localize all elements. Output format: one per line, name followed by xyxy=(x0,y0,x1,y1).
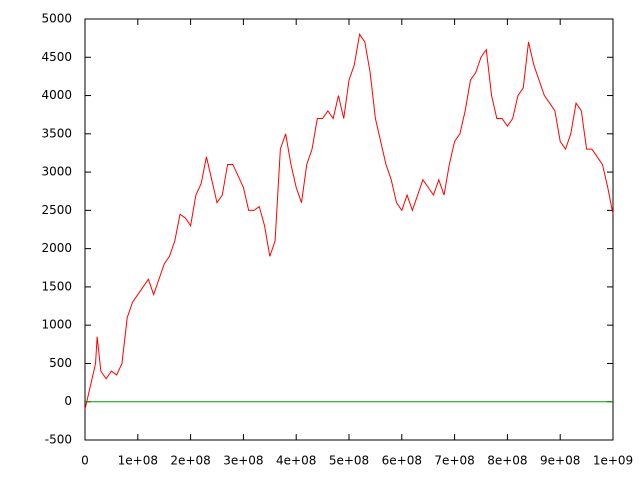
x-tick-label: 0 xyxy=(81,454,89,468)
x-tick-label: 4e+08 xyxy=(276,454,316,468)
y-tick-label: 4000 xyxy=(41,88,72,102)
y-tick-label: 2500 xyxy=(41,203,72,217)
x-tick-label: 5e+08 xyxy=(329,454,369,468)
y-tick-label: 0 xyxy=(64,394,72,408)
data-line xyxy=(84,33,614,410)
x-tick-label: 8e+08 xyxy=(487,454,527,468)
y-tick-label: 2000 xyxy=(41,241,72,255)
x-tick-label: 2e+08 xyxy=(170,454,210,468)
y-tick-label: 1000 xyxy=(41,318,72,332)
y-tick-label: 5000 xyxy=(41,12,72,26)
y-tick-label: 4500 xyxy=(41,50,72,64)
x-tick-label: 9e+08 xyxy=(540,454,580,468)
x-tick-label: 3e+08 xyxy=(223,454,263,468)
y-tick-label: 1500 xyxy=(41,279,72,293)
x-tick-label: 6e+08 xyxy=(382,454,422,468)
x-tick-label: 7e+08 xyxy=(434,454,474,468)
x-tick-label: 1e+08 xyxy=(118,454,158,468)
y-tick-label: -500 xyxy=(45,433,72,447)
y-tick-label: 3000 xyxy=(41,165,72,179)
x-tick-label: 1e+09 xyxy=(593,454,633,468)
y-tick-label: 3500 xyxy=(41,126,72,140)
y-tick-label: 500 xyxy=(49,356,72,370)
